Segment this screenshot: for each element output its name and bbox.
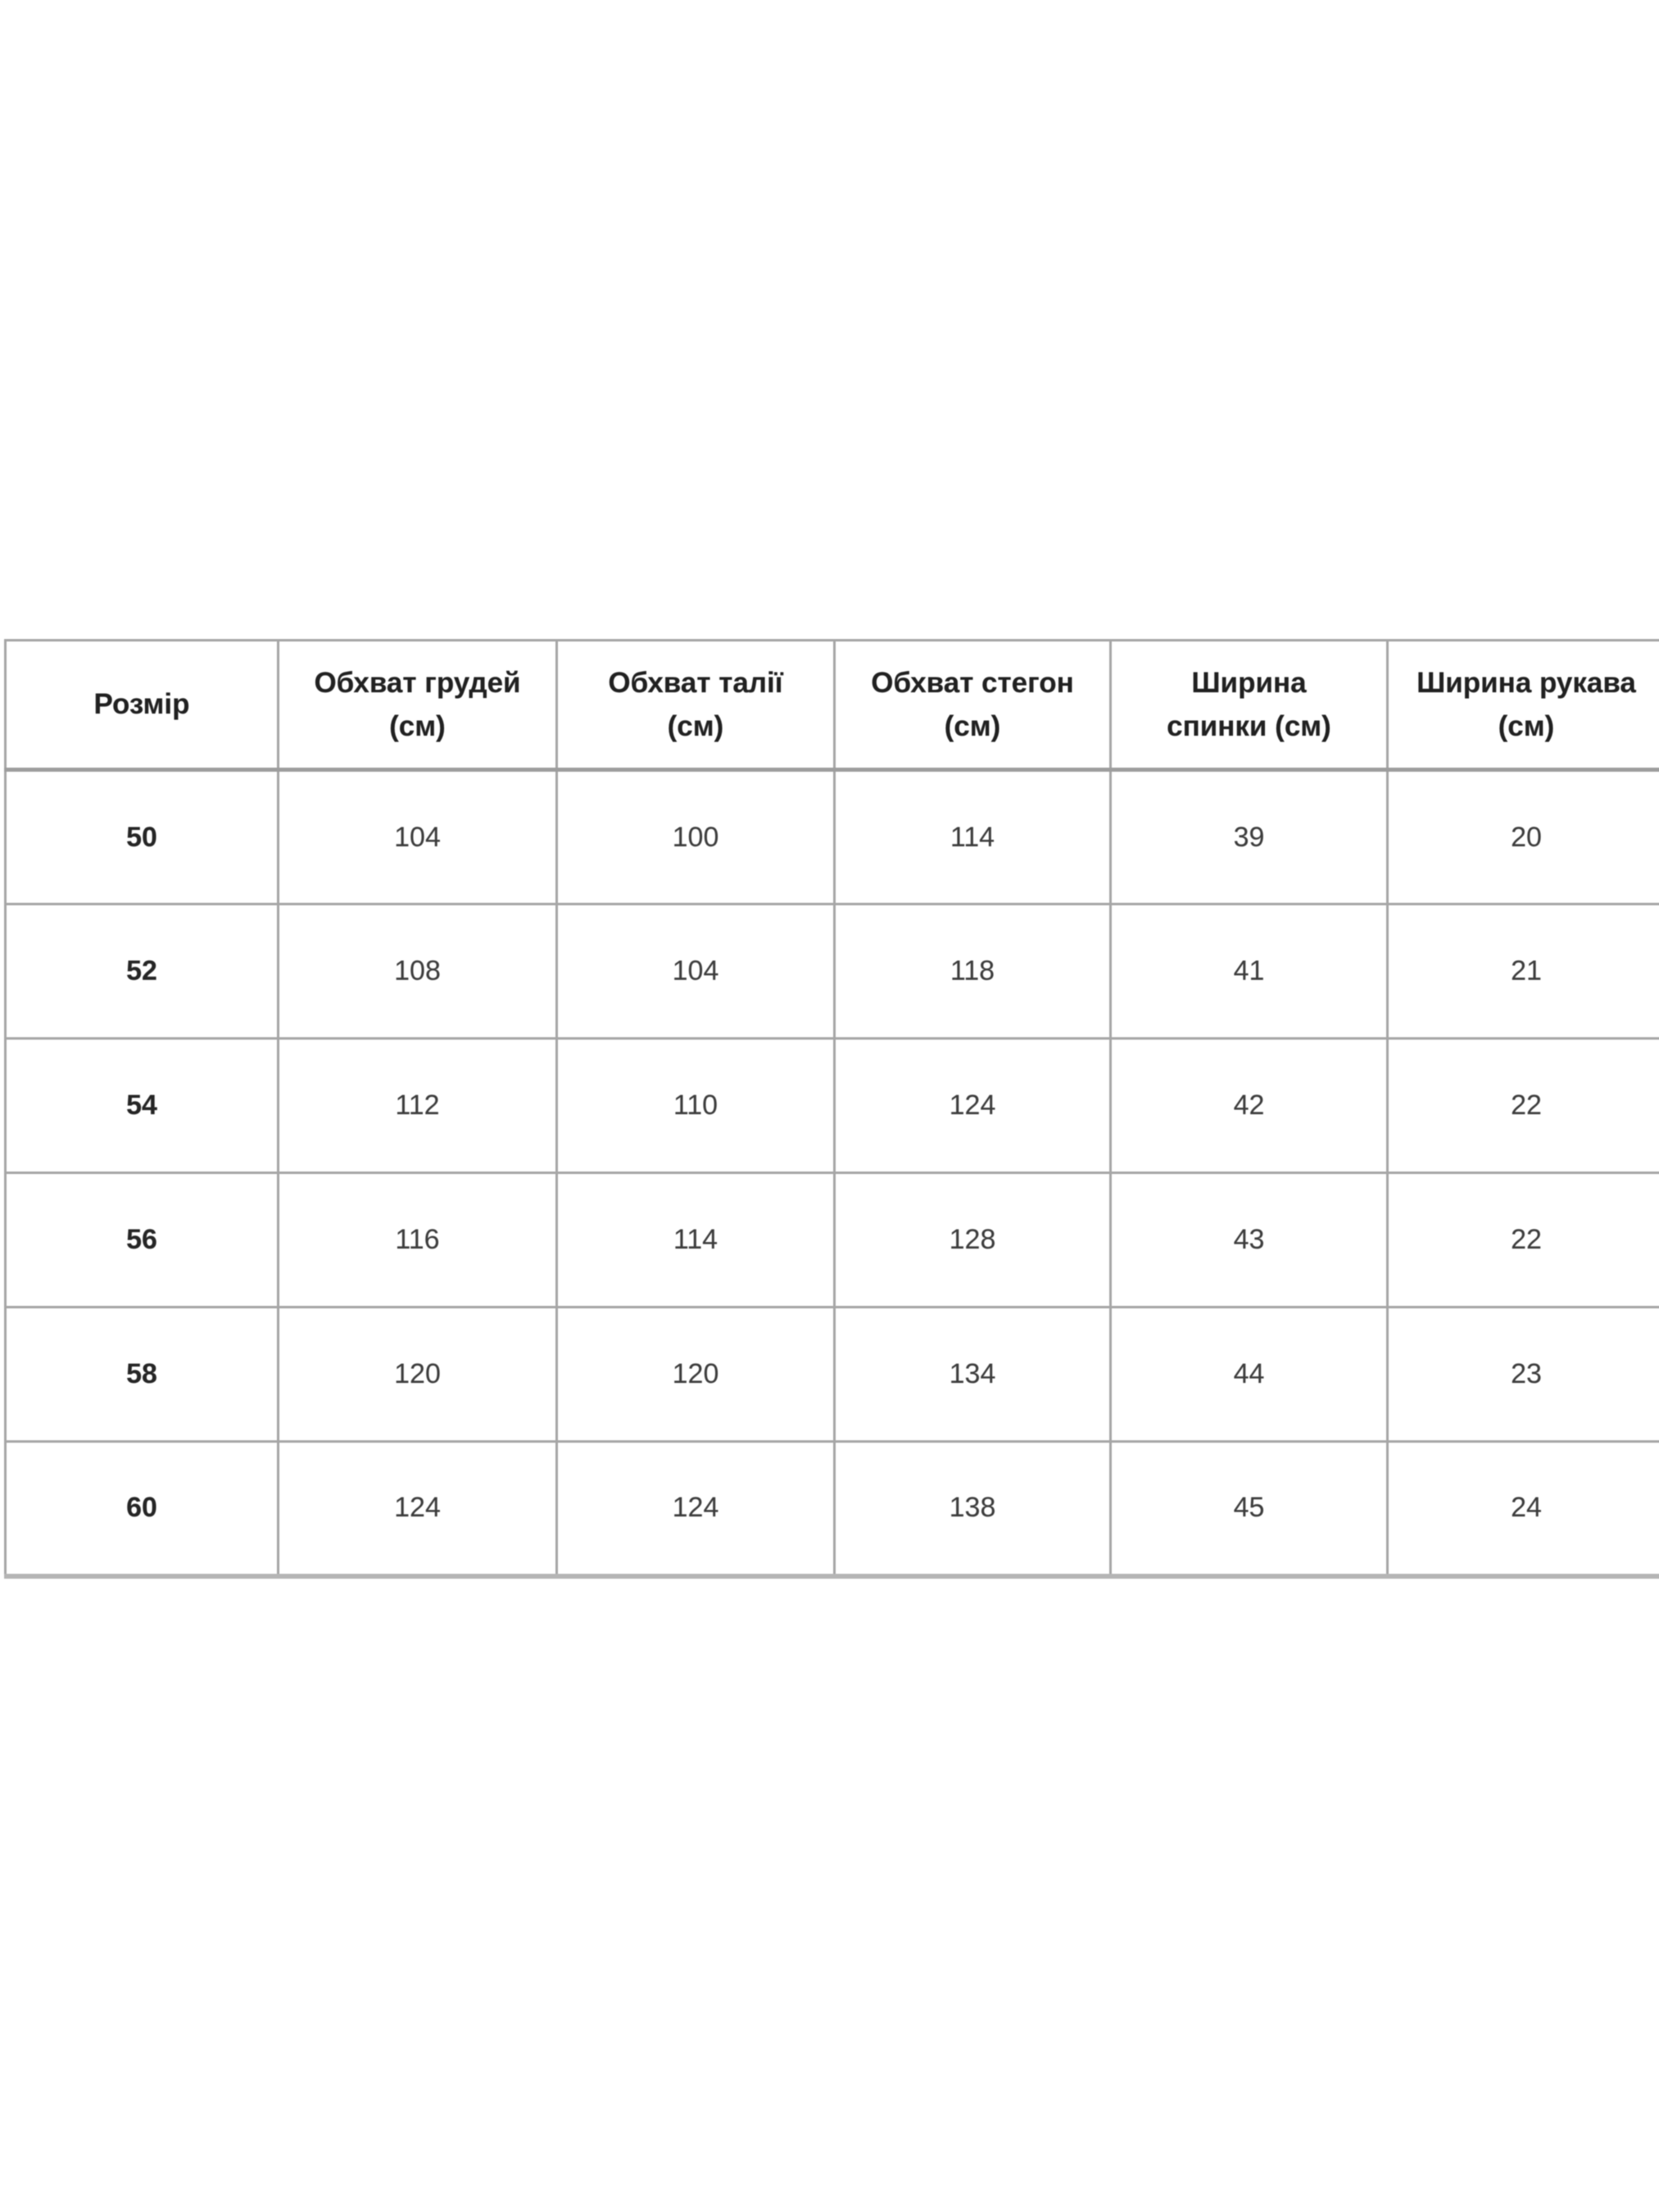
- column-header-label: Обхват талії: [608, 666, 783, 699]
- column-header-label: Обхват стегон: [871, 666, 1074, 699]
- column-header-unit: (см): [389, 710, 446, 742]
- column-header-waist: Обхват талії (см): [555, 639, 836, 772]
- column-header-size: Розмір: [4, 639, 279, 772]
- size-cell: 56: [4, 1172, 279, 1308]
- chest-cell: 112: [277, 1037, 558, 1174]
- back-width-cell: 39: [1109, 768, 1389, 905]
- size-cell: 54: [4, 1037, 279, 1174]
- waist-cell: 104: [555, 903, 836, 1040]
- column-header-unit: спинки (см): [1167, 710, 1331, 742]
- waist-cell: 114: [555, 1172, 836, 1308]
- hips-cell: 128: [833, 1172, 1112, 1308]
- table-row-size-60: 60 124 124 138 45 24: [4, 1440, 1659, 1579]
- waist-cell: 100: [555, 768, 836, 905]
- back-width-cell: 45: [1109, 1440, 1389, 1579]
- waist-cell: 120: [555, 1306, 836, 1443]
- chest-cell: 108: [277, 903, 558, 1040]
- sleeve-width-cell: 23: [1386, 1306, 1659, 1443]
- column-header-chest: Обхват грудей (см): [277, 639, 558, 772]
- size-cell: 58: [4, 1306, 279, 1443]
- header-row: Розмір Обхват грудей (см) Обхват талії (…: [4, 639, 1659, 772]
- chest-cell: 120: [277, 1306, 558, 1443]
- size-chart-table: Розмір Обхват грудей (см) Обхват талії (…: [4, 639, 1659, 1579]
- table-row-size-58: 58 120 120 134 44 23: [4, 1306, 1659, 1443]
- hips-cell: 134: [833, 1306, 1112, 1443]
- chest-cell: 116: [277, 1172, 558, 1308]
- hips-cell: 138: [833, 1440, 1112, 1579]
- hips-cell: 124: [833, 1037, 1112, 1174]
- size-cell: 52: [4, 903, 279, 1040]
- sleeve-width-cell: 21: [1386, 903, 1659, 1040]
- sleeve-width-cell: 20: [1386, 768, 1659, 905]
- waist-cell: 110: [555, 1037, 836, 1174]
- column-header-label: Ширина: [1191, 666, 1307, 699]
- back-width-cell: 41: [1109, 903, 1389, 1040]
- sleeve-width-cell: 24: [1386, 1440, 1659, 1579]
- size-cell: 50: [4, 768, 279, 905]
- column-header-back-width: Ширина спинки (см): [1109, 639, 1389, 772]
- column-header-hips: Обхват стегон (см): [833, 639, 1112, 772]
- column-header-label: Обхват грудей: [314, 666, 521, 699]
- column-header-sleeve-width: Ширина рукава (см): [1386, 639, 1659, 772]
- column-header-unit: (см): [944, 710, 1001, 742]
- waist-cell: 124: [555, 1440, 836, 1579]
- table-row-size-54: 54 112 110 124 42 22: [4, 1037, 1659, 1174]
- size-chart: Розмір Обхват грудей (см) Обхват талії (…: [4, 639, 1659, 1579]
- column-header-label: Розмір: [93, 688, 190, 721]
- column-header-unit: (см): [1498, 710, 1555, 742]
- sleeve-width-cell: 22: [1386, 1172, 1659, 1308]
- sleeve-width-cell: 22: [1386, 1037, 1659, 1174]
- chest-cell: 124: [277, 1440, 558, 1579]
- table-row-size-50: 50 104 100 114 39 20: [4, 768, 1659, 905]
- hips-cell: 114: [833, 768, 1112, 905]
- size-cell: 60: [4, 1440, 279, 1579]
- chest-cell: 104: [277, 768, 558, 905]
- back-width-cell: 42: [1109, 1037, 1389, 1174]
- back-width-cell: 43: [1109, 1172, 1389, 1308]
- column-header-unit: (см): [667, 710, 724, 742]
- back-width-cell: 44: [1109, 1306, 1389, 1443]
- table-row-size-56: 56 116 114 128 43 22: [4, 1172, 1659, 1308]
- column-header-label: Ширина рукава: [1416, 666, 1636, 699]
- hips-cell: 118: [833, 903, 1112, 1040]
- table-row-size-52: 52 108 104 118 41 21: [4, 903, 1659, 1040]
